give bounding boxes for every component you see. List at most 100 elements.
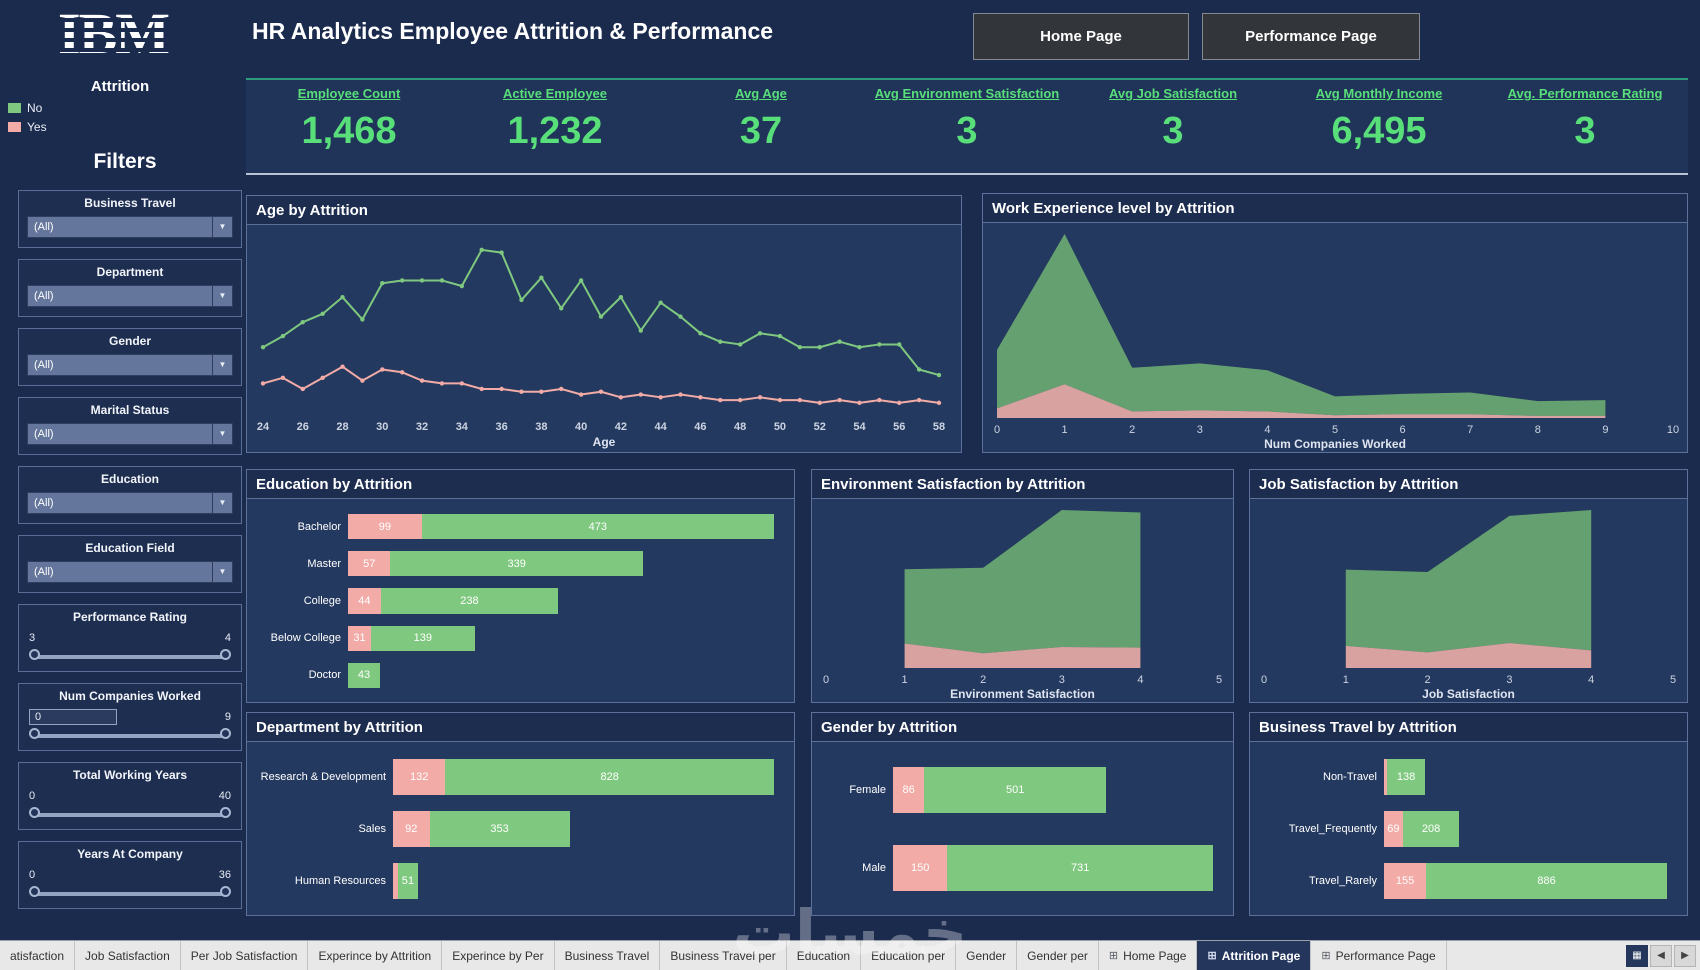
slider-handle-right[interactable] — [220, 886, 231, 897]
line-marker-yes[interactable] — [519, 389, 524, 394]
line-marker-no[interactable] — [757, 331, 763, 336]
line-marker-yes[interactable] — [718, 397, 723, 403]
area-yes[interactable] — [997, 384, 1606, 418]
bar-research-development[interactable]: 132 828 — [393, 759, 782, 795]
line-marker-yes[interactable] — [479, 386, 484, 392]
slider-track[interactable] — [29, 886, 231, 897]
filter-dropdown-business-travel[interactable]: (All) ▼ — [27, 216, 233, 238]
line-marker-no[interactable] — [598, 314, 604, 319]
filter-dropdown-education[interactable]: (All) ▼ — [27, 492, 233, 514]
line-marker-yes[interactable] — [817, 400, 822, 406]
scroll-tabs-left-icon[interactable]: ◀ — [1650, 944, 1672, 967]
line-marker-no[interactable] — [837, 339, 842, 344]
line-series-no[interactable] — [262, 248, 940, 377]
slider-handle-right[interactable] — [220, 807, 231, 818]
line-marker-no[interactable] — [539, 275, 544, 280]
line-marker-no[interactable] — [658, 300, 663, 305]
line-marker-no[interactable] — [300, 319, 305, 325]
bar-segment-no[interactable]: 886 — [1426, 863, 1667, 899]
line-marker-no[interactable] — [638, 328, 643, 333]
line-marker-no[interactable] — [280, 333, 286, 339]
bar-segment-yes[interactable]: 132 — [393, 759, 446, 795]
line-marker-no[interactable] — [399, 278, 405, 283]
line-marker-yes[interactable] — [936, 400, 942, 406]
tab-performance-page[interactable]: ⊞ Performance Page — [1311, 941, 1447, 970]
tab-education[interactable]: Education — [787, 941, 862, 970]
line-marker-no[interactable] — [578, 278, 584, 283]
line-marker-no[interactable] — [519, 297, 524, 303]
bar-segment-no[interactable]: 339 — [390, 551, 643, 577]
tab-gender[interactable]: Gender — [956, 941, 1018, 970]
chevron-down-icon[interactable]: ▼ — [212, 217, 232, 237]
line-marker-no[interactable] — [419, 278, 425, 283]
tab-atisfaction[interactable]: atisfaction — [0, 941, 76, 970]
line-marker-no[interactable] — [499, 250, 504, 255]
line-marker-yes[interactable] — [737, 397, 743, 403]
line-marker-yes[interactable] — [698, 395, 703, 400]
line-marker-no[interactable] — [380, 281, 385, 286]
line-marker-yes[interactable] — [837, 397, 842, 403]
tab-gender-per[interactable]: Gender per — [1017, 941, 1099, 970]
bar-segment-yes[interactable]: 86 — [893, 767, 925, 813]
line-marker-yes[interactable] — [897, 400, 902, 406]
tab-home-page[interactable]: ⊞ Home Page — [1099, 941, 1198, 970]
bar-segment-yes[interactable]: 99 — [348, 514, 422, 540]
tab-experince-by-attrition[interactable]: Experince by Attrition — [308, 941, 443, 970]
slider-track[interactable] — [29, 649, 231, 660]
tab-experince-by-per[interactable]: Experince by Per — [442, 941, 555, 970]
slider-track[interactable] — [29, 728, 231, 739]
line-marker-yes[interactable] — [618, 395, 624, 400]
line-marker-no[interactable] — [618, 294, 624, 300]
tab-education-per[interactable]: Education per — [861, 941, 957, 970]
bar-segment-no[interactable]: 138 — [1387, 759, 1425, 795]
area-no[interactable] — [904, 510, 1141, 654]
line-marker-no[interactable] — [698, 331, 703, 336]
bar-segment-no[interactable]: 828 — [445, 759, 774, 795]
tab-attrition-page[interactable]: ⊞ Attrition Page — [1197, 941, 1312, 970]
bar-segment-yes[interactable]: 57 — [348, 551, 391, 577]
area-yes[interactable] — [904, 643, 1141, 668]
line-marker-yes[interactable] — [757, 395, 763, 400]
bar-master[interactable]: 57 339 — [348, 551, 782, 577]
bar-segment-yes[interactable]: 150 — [893, 845, 948, 891]
bar-segment-yes[interactable] — [1384, 759, 1388, 795]
legend-item-no[interactable]: No — [8, 100, 47, 116]
line-marker-yes[interactable] — [419, 378, 425, 383]
home-page-button[interactable]: Home Page — [973, 13, 1189, 60]
line-marker-yes[interactable] — [559, 386, 564, 392]
filter-dropdown-marital-status[interactable]: (All) ▼ — [27, 423, 233, 445]
line-marker-no[interactable] — [559, 306, 564, 311]
line-marker-yes[interactable] — [399, 370, 405, 375]
bar-segment-yes[interactable]: 44 — [348, 588, 381, 614]
bar-human-resources[interactable]: 51 — [393, 863, 782, 899]
bar-female[interactable]: 86 501 — [893, 767, 1221, 813]
slider-handle-left[interactable] — [29, 886, 40, 897]
filter-dropdown-department[interactable]: (All) ▼ — [27, 285, 233, 307]
bar-segment-no[interactable]: 353 — [429, 811, 570, 847]
line-marker-no[interactable] — [916, 367, 922, 372]
tab-business-travel[interactable]: Business Travel — [555, 941, 661, 970]
line-marker-yes[interactable] — [578, 392, 584, 397]
line-marker-yes[interactable] — [598, 389, 604, 394]
bar-travel-frequently[interactable]: 69 208 — [1384, 811, 1675, 847]
slider-handle-right[interactable] — [220, 649, 231, 660]
bar-travel-rarely[interactable]: 155 886 — [1384, 863, 1675, 899]
line-marker-no[interactable] — [797, 345, 803, 350]
bar-segment-no[interactable]: 43 — [348, 662, 381, 688]
slider-handle-left[interactable] — [29, 728, 40, 739]
line-marker-no[interactable] — [737, 342, 743, 347]
line-marker-yes[interactable] — [857, 400, 862, 406]
workexp-area-chart[interactable]: 0 1 2 3 4 5 6 7 8 9 10 Num Companies Worked — [983, 224, 1687, 452]
bar-sales[interactable]: 92 353 — [393, 811, 782, 847]
bar-doctor[interactable]: 43 — [348, 662, 782, 688]
bar-segment-no[interactable]: 208 — [1402, 811, 1460, 847]
line-marker-no[interactable] — [718, 339, 723, 344]
bar-below-college[interactable]: 31 139 — [348, 625, 782, 651]
performance-page-button[interactable]: Performance Page — [1202, 13, 1420, 60]
line-marker-no[interactable] — [320, 311, 325, 317]
bar-segment-no[interactable]: 731 — [947, 845, 1213, 891]
line-marker-yes[interactable] — [539, 389, 544, 394]
chevron-down-icon[interactable]: ▼ — [212, 562, 232, 582]
tab-business-travel-per[interactable]: Business Travel per — [660, 941, 787, 970]
line-marker-no[interactable] — [459, 283, 465, 289]
